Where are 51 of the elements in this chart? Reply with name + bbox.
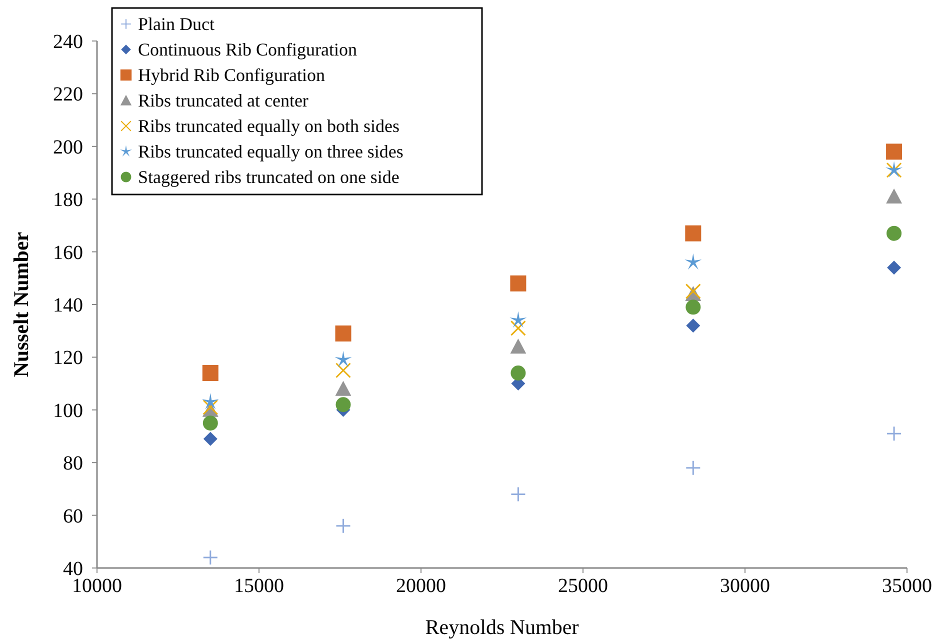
point — [510, 486, 526, 502]
point — [685, 460, 701, 476]
point — [887, 260, 902, 275]
x-axis-title: Reynolds Number — [425, 615, 579, 639]
point — [686, 300, 701, 315]
point — [510, 311, 527, 328]
y-tick-label: 60 — [63, 505, 83, 528]
point — [202, 550, 218, 566]
y-tick-label: 220 — [53, 84, 83, 106]
point — [335, 362, 351, 378]
legend-label: Plain Duct — [138, 14, 214, 34]
y-tick-label: 240 — [53, 31, 83, 53]
point — [685, 225, 702, 242]
point — [202, 392, 219, 410]
x-tick-label: 35000 — [882, 575, 932, 597]
legend-label: Ribs truncated equally on three sides — [138, 142, 404, 162]
point — [886, 188, 902, 204]
point — [510, 338, 526, 354]
y-tick-label: 140 — [53, 294, 83, 316]
legend-label: Ribs truncated equally on both sides — [138, 116, 400, 136]
point — [510, 320, 526, 336]
point — [886, 144, 902, 160]
point — [336, 397, 351, 412]
y-tick-label: 200 — [53, 136, 83, 158]
legend-label: Continuous Rib Configuration — [138, 40, 358, 60]
x-tick-label: 20000 — [396, 575, 446, 597]
x-tick-label: 30000 — [720, 575, 770, 597]
point — [686, 318, 700, 333]
point — [203, 432, 218, 446]
point — [202, 416, 218, 431]
y-tick-label: 120 — [53, 347, 83, 370]
legend-label: Staggered ribs truncated on one side — [138, 167, 400, 187]
point — [335, 325, 352, 342]
x-tick-label: 15000 — [234, 575, 284, 597]
point — [510, 275, 526, 292]
point — [334, 350, 352, 368]
point — [684, 253, 702, 270]
y-axis-title: Nusselt Number — [9, 232, 33, 378]
y-tick-label: 80 — [63, 452, 83, 475]
point — [510, 366, 526, 381]
point — [886, 426, 902, 442]
y-tick-label: 180 — [53, 189, 83, 212]
point — [335, 518, 351, 534]
legend-label: Ribs truncated at center — [138, 90, 308, 110]
point — [202, 365, 218, 382]
legend-label: Hybrid Rib Configuration — [138, 65, 325, 85]
point — [886, 226, 902, 241]
y-tick-label: 100 — [53, 400, 83, 422]
point — [335, 380, 352, 396]
y-tick-label: 160 — [53, 242, 83, 264]
x-tick-label: 25000 — [558, 575, 608, 597]
